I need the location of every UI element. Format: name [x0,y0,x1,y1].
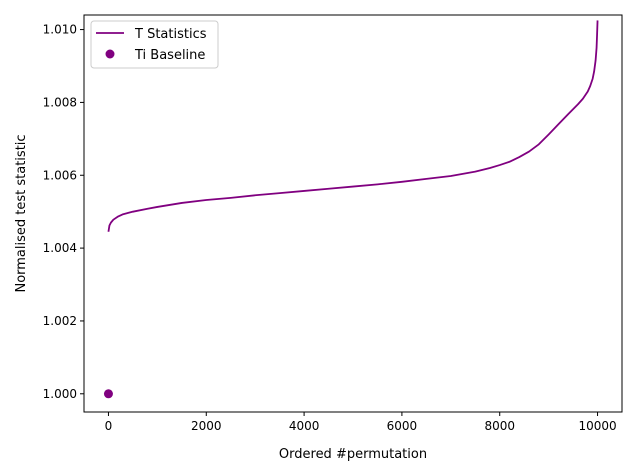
x-tick-label: 10000 [578,419,616,433]
y-tick-label: 1.004 [43,241,77,255]
x-axis: 0 2000 4000 6000 8000 10000 [105,412,617,433]
legend-point-swatch [105,49,115,59]
axes-frame [83,14,623,413]
y-tick-label: 1.008 [43,95,77,109]
x-tick-label: 8000 [484,419,515,433]
x-tick-label: 2000 [191,419,222,433]
data-point-ti-baseline [103,389,113,399]
series-line-t-statistics [107,20,599,232]
plot-area [103,20,599,399]
y-tick-label: 1.002 [43,314,77,328]
y-tick-label: 1.010 [43,23,77,37]
legend: T Statistics Ti Baseline [90,20,219,69]
x-axis-label: Ordered #permutation [279,447,427,462]
y-tick-label: 1.006 [43,168,77,182]
x-tick-label: 0 [105,419,113,433]
legend-entry-t-statistics: T Statistics [134,27,207,42]
y-tick-label: 1.000 [43,387,77,401]
legend-entry-ti-baseline: Ti Baseline [134,48,205,63]
x-tick-label: 6000 [387,419,418,433]
y-axis-label: Normalised test statistic [14,134,29,292]
y-axis: 1.000 1.002 1.004 1.006 1.008 1.010 [43,23,84,401]
x-tick-label: 4000 [289,419,320,433]
